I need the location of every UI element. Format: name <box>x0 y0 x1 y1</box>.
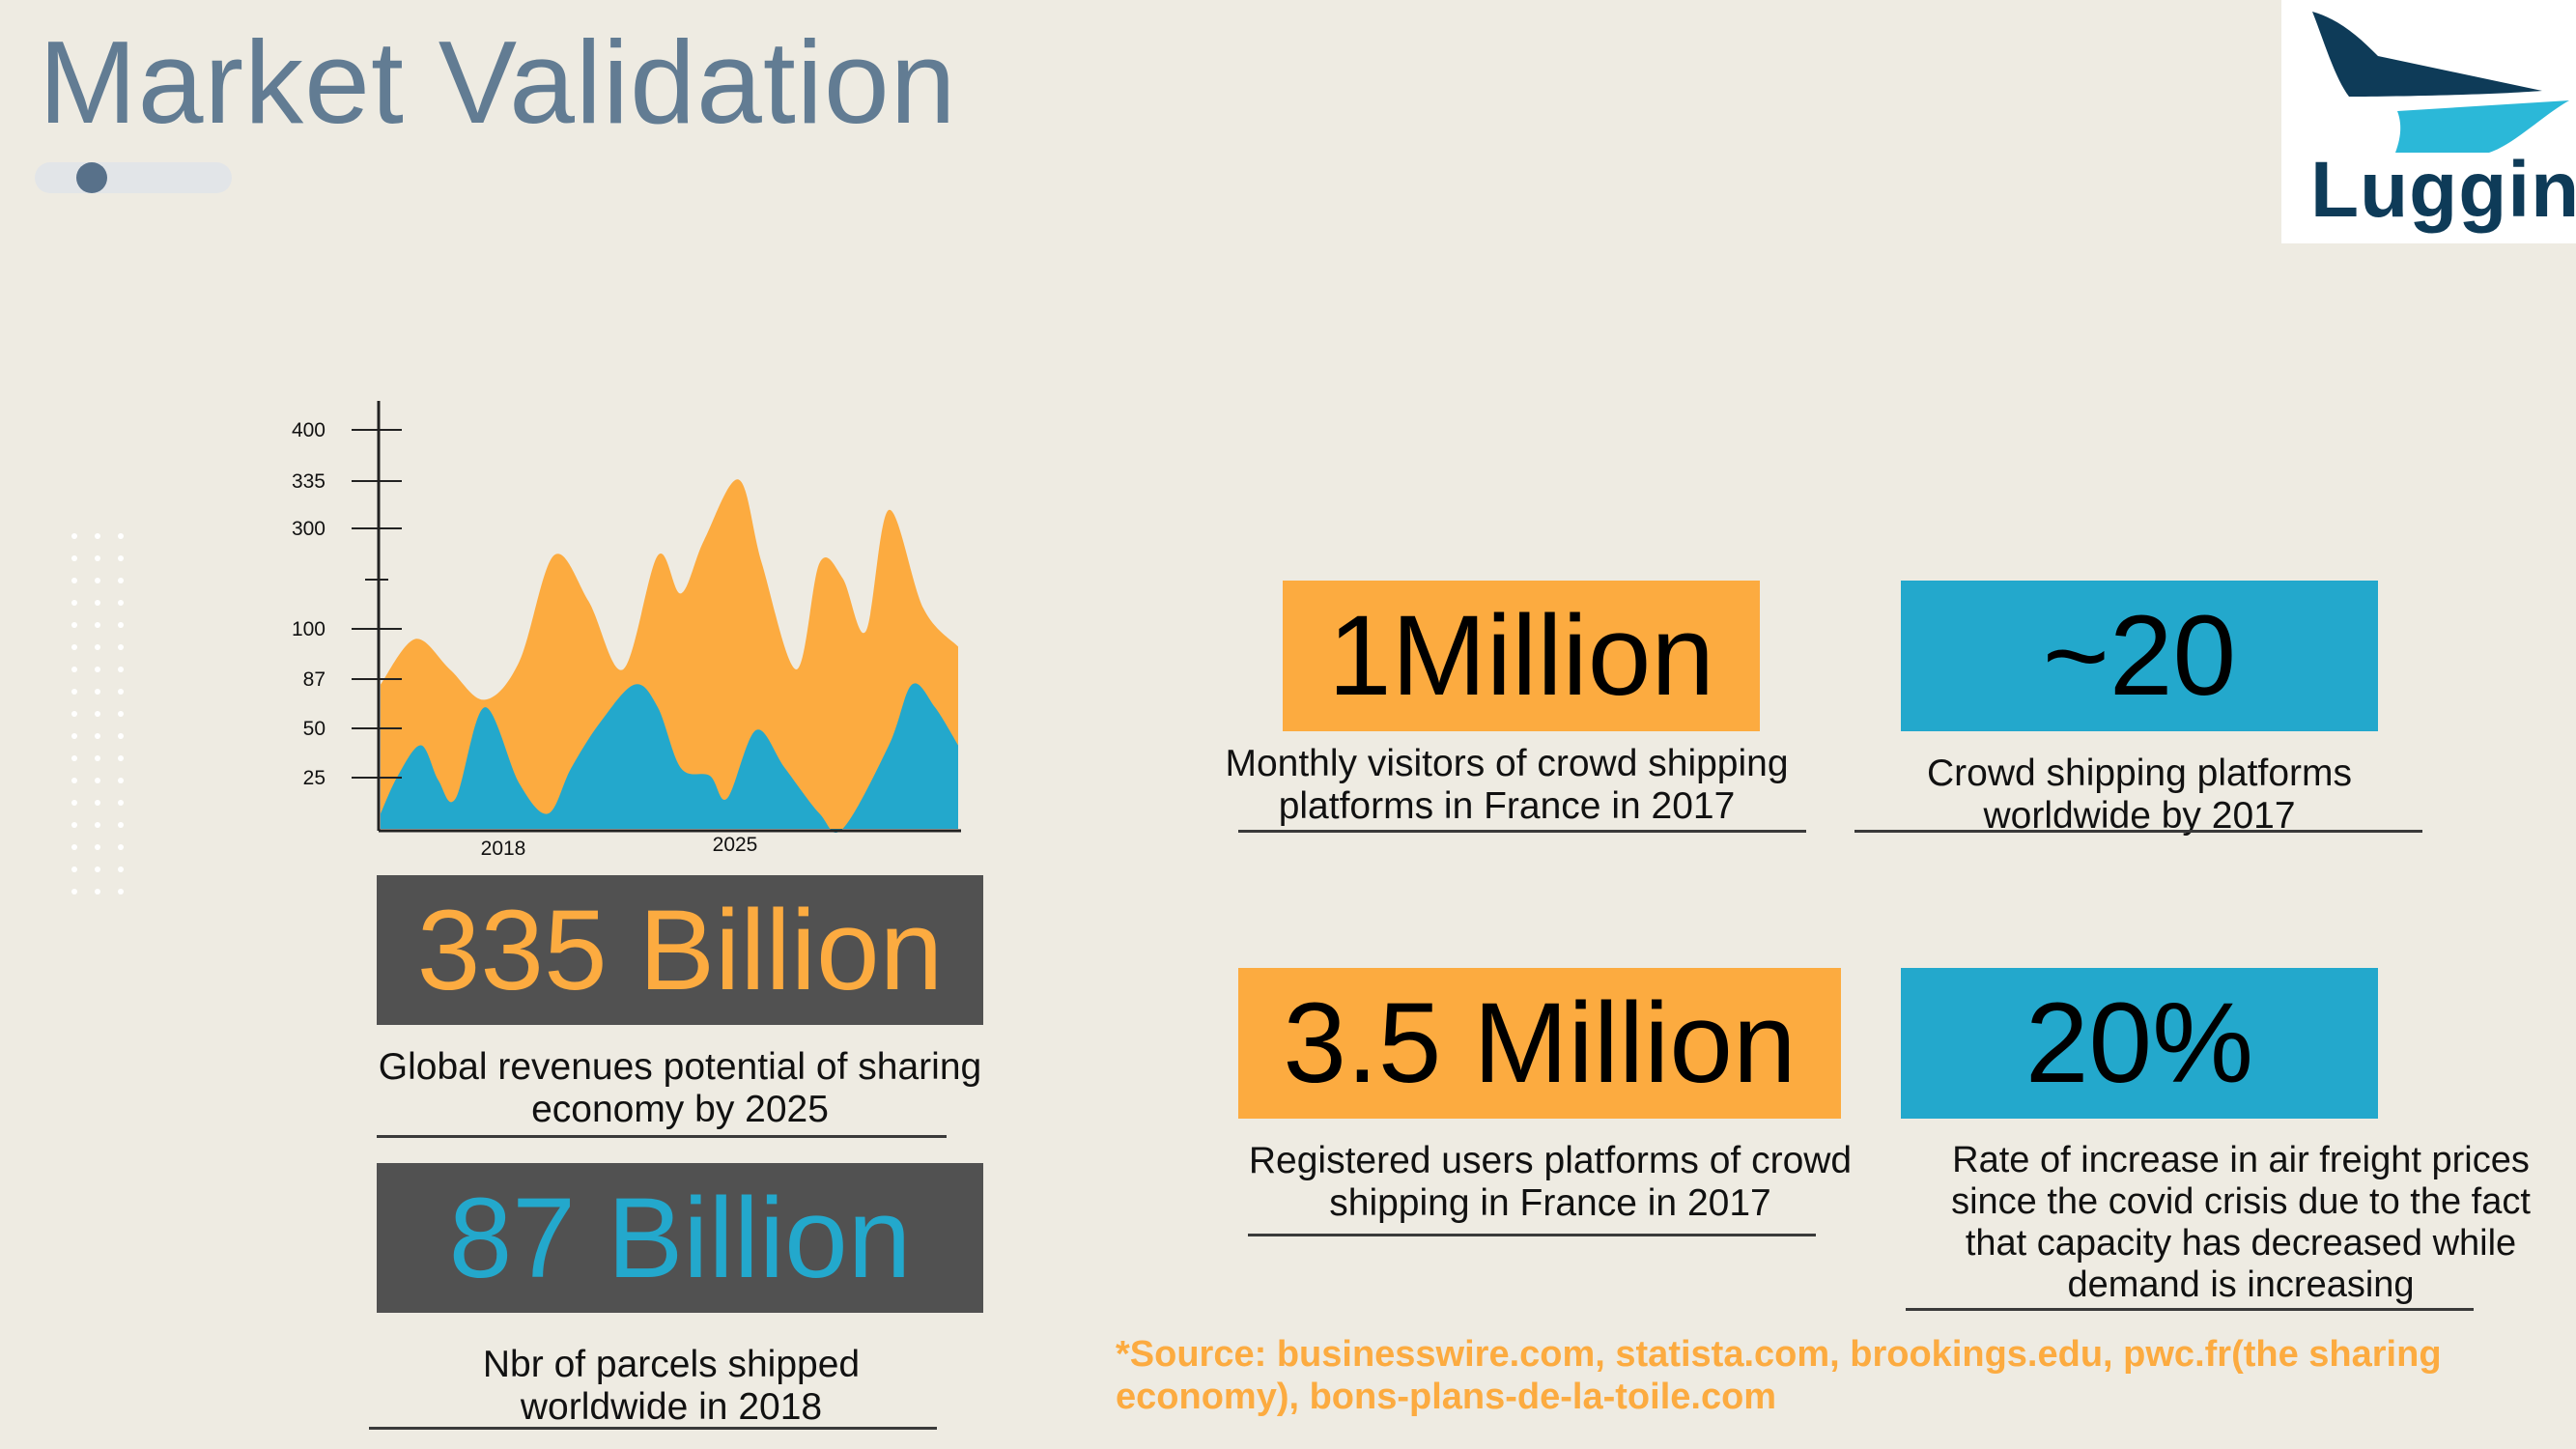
grid-dot <box>95 711 100 717</box>
grid-dot <box>95 755 100 761</box>
grid-dot <box>95 889 100 895</box>
logo: Luggin <box>2281 0 2576 243</box>
y-tick-label: 87 <box>303 668 326 691</box>
area-series-1 <box>381 479 958 829</box>
y-tick-label: 400 <box>292 419 326 441</box>
stat-caption-platforms: Crowd shipping platforms worldwide by 20… <box>1926 753 2353 838</box>
grid-dot <box>71 555 77 561</box>
y-tick-label: 335 <box>292 470 326 493</box>
logo-wing-icon <box>2312 12 2569 153</box>
stat-caption-parcels: Nbr of parcels shipped worldwide in 2018 <box>482 1344 861 1429</box>
grid-dot <box>71 533 77 539</box>
grid-dot <box>95 778 100 783</box>
grid-dot <box>118 733 124 739</box>
grid-dot <box>118 778 124 783</box>
underline <box>1248 1234 1816 1236</box>
grid-dot <box>118 889 124 895</box>
grid-dot <box>71 600 77 606</box>
y-tick-label: 25 <box>303 767 326 789</box>
underline <box>377 1135 947 1138</box>
grid-dot <box>71 755 77 761</box>
stat-value-parcels: 87 Billion <box>448 1174 912 1302</box>
grid-dot <box>95 689 100 695</box>
grid-dot <box>95 733 100 739</box>
grid-dot <box>71 689 77 695</box>
grid-dot <box>95 622 100 628</box>
stat-caption-visitors: Monthly visitors of crowd shipping platf… <box>1225 743 1789 828</box>
grid-dot <box>118 755 124 761</box>
grid-dot <box>118 689 124 695</box>
stat-caption-freight: Rate of increase in air freight prices s… <box>1951 1140 2531 1305</box>
x-tick-label: 2018 <box>481 838 526 860</box>
stat-box-users: 3.5 Million <box>1238 968 1841 1119</box>
stat-box-freight: 20% <box>1901 968 2378 1119</box>
progress-indicator <box>76 162 107 193</box>
grid-dot <box>118 844 124 850</box>
grid-dot <box>71 578 77 583</box>
stat-box-platforms: ~20 <box>1901 581 2378 731</box>
grid-dot <box>71 844 77 850</box>
grid-dot <box>71 644 77 650</box>
grid-dot <box>71 867 77 872</box>
stat-caption-users: Registered users platforms of crowd ship… <box>1248 1140 1853 1225</box>
stat-box-parcels: 87 Billion <box>377 1163 983 1313</box>
progress-track <box>35 162 232 193</box>
grid-dot <box>71 733 77 739</box>
grid-dot <box>71 711 77 717</box>
grid-dot <box>71 622 77 628</box>
grid-dot <box>95 555 100 561</box>
grid-dot <box>95 844 100 850</box>
underline <box>1854 830 2422 833</box>
y-tick-label: 100 <box>292 618 326 640</box>
underline <box>1906 1308 2474 1311</box>
grid-dot <box>118 533 124 539</box>
area-chart: 400 335 300 100 87 50 25 2018 2025 <box>292 401 961 860</box>
grid-dot <box>95 800 100 806</box>
area-series-2 <box>381 683 958 833</box>
grid-dot <box>118 867 124 872</box>
stat-value-users: 3.5 Million <box>1283 980 1797 1107</box>
stat-value-revenues: 335 Billion <box>416 886 944 1014</box>
grid-dot <box>118 667 124 672</box>
stat-value-platforms: ~20 <box>2042 592 2237 720</box>
y-tick-label: 50 <box>303 718 326 740</box>
grid-dot <box>71 778 77 783</box>
grid-dot <box>95 600 100 606</box>
grid-dot <box>118 800 124 806</box>
logo-wordmark: Luggin <box>2310 146 2576 234</box>
stat-value-visitors: 1Million <box>1327 592 1715 720</box>
underline <box>369 1427 937 1430</box>
grid-dot <box>118 644 124 650</box>
grid-dot <box>95 867 100 872</box>
grid-dot <box>118 555 124 561</box>
grid-dot <box>95 667 100 672</box>
grid-dot <box>118 622 124 628</box>
stat-box-visitors: 1Million <box>1283 581 1760 731</box>
grid-dot <box>118 578 124 583</box>
grid-dot <box>71 822 77 828</box>
grid-dot <box>118 600 124 606</box>
grid-dot <box>71 667 77 672</box>
grid-dot <box>95 644 100 650</box>
page-title: Market Validation <box>39 16 957 148</box>
grid-dot <box>118 822 124 828</box>
grid-dot <box>71 889 77 895</box>
grid-dot <box>95 822 100 828</box>
grid-dot <box>95 533 100 539</box>
grid-dot <box>118 711 124 717</box>
y-tick-label: 300 <box>292 518 326 540</box>
grid-dot <box>95 578 100 583</box>
source-note: *Source: businesswire.com, statista.com,… <box>1116 1334 2442 1418</box>
stat-box-revenues: 335 Billion <box>377 875 983 1025</box>
stat-caption-revenues: Global revenues potential of sharing eco… <box>378 1046 982 1131</box>
underline <box>1238 830 1806 833</box>
stat-value-freight: 20% <box>2024 980 2254 1107</box>
x-tick-label: 2025 <box>713 834 758 856</box>
grid-dot <box>71 800 77 806</box>
